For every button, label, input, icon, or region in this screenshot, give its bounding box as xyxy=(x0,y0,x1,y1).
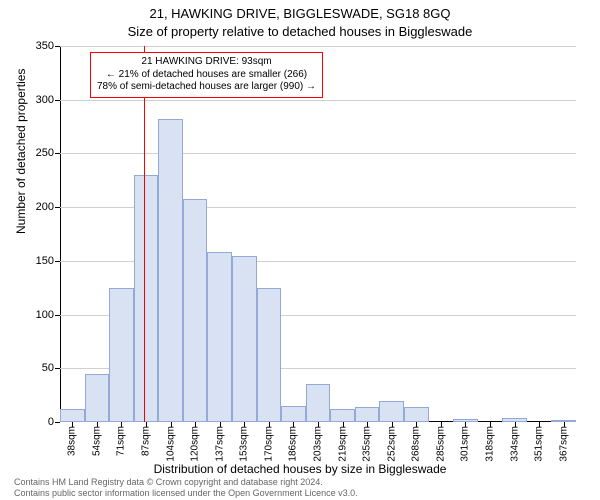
annotation-line1: 21 HAWKING DRIVE: 93sqm xyxy=(97,56,316,69)
y-tick-label: 100 xyxy=(36,309,54,321)
y-tick-mark xyxy=(55,261,60,262)
histogram-bar xyxy=(404,407,429,422)
histogram-bar xyxy=(355,407,380,422)
grid-line xyxy=(60,46,576,47)
x-tick-label: 235sqm xyxy=(362,426,373,462)
chart-title-line2: Size of property relative to detached ho… xyxy=(0,24,600,39)
x-tick-label: 301sqm xyxy=(460,426,471,462)
x-tick-label: 334sqm xyxy=(509,426,520,462)
x-tick-label: 137sqm xyxy=(214,426,225,462)
histogram-bar xyxy=(306,384,331,422)
y-tick-mark xyxy=(55,46,60,47)
histogram-bar xyxy=(85,374,110,422)
x-tick-label: 153sqm xyxy=(239,426,250,462)
y-axis-line xyxy=(60,46,61,422)
y-tick-mark xyxy=(55,315,60,316)
x-tick-label: 120sqm xyxy=(190,426,201,462)
y-tick-label: 300 xyxy=(36,94,54,106)
histogram-bar xyxy=(183,199,208,422)
x-tick-label: 351sqm xyxy=(534,426,545,462)
x-tick-label: 367sqm xyxy=(558,426,569,462)
x-tick-label: 285sqm xyxy=(435,426,446,462)
chart-title-line1: 21, HAWKING DRIVE, BIGGLESWADE, SG18 8GQ xyxy=(0,6,600,21)
x-tick-label: 87sqm xyxy=(141,426,152,456)
y-tick-mark xyxy=(55,207,60,208)
histogram-bar xyxy=(60,409,85,422)
x-tick-label: 170sqm xyxy=(263,426,274,462)
histogram-bar xyxy=(232,256,257,423)
grid-line xyxy=(60,100,576,101)
y-tick-label: 350 xyxy=(36,40,54,52)
plot-area: 05010015020025030035038sqm54sqm71sqm87sq… xyxy=(60,46,576,422)
x-tick-label: 54sqm xyxy=(91,426,102,456)
x-tick-label: 219sqm xyxy=(337,426,348,462)
histogram-bar xyxy=(257,288,282,422)
histogram-bar xyxy=(379,401,404,422)
x-tick-label: 203sqm xyxy=(313,426,324,462)
annotation-box: 21 HAWKING DRIVE: 93sqm← 21% of detached… xyxy=(90,52,323,98)
x-tick-label: 71sqm xyxy=(116,426,127,456)
histogram-bar xyxy=(109,288,134,422)
y-tick-label: 200 xyxy=(36,201,54,213)
x-tick-label: 186sqm xyxy=(288,426,299,462)
histogram-bar xyxy=(158,119,183,422)
y-tick-mark xyxy=(55,368,60,369)
y-tick-label: 0 xyxy=(48,416,54,428)
footer-line2: Contains public sector information licen… xyxy=(14,488,358,498)
y-tick-label: 150 xyxy=(36,255,54,267)
histogram-bar xyxy=(134,175,159,422)
chart-container: 21, HAWKING DRIVE, BIGGLESWADE, SG18 8GQ… xyxy=(0,0,600,500)
annotation-line2: ← 21% of detached houses are smaller (26… xyxy=(97,69,316,82)
x-axis-title: Distribution of detached houses by size … xyxy=(0,462,600,476)
y-tick-mark xyxy=(55,422,60,423)
histogram-bar xyxy=(330,409,355,422)
annotation-line3: 78% of semi-detached houses are larger (… xyxy=(97,81,316,94)
y-tick-label: 250 xyxy=(36,147,54,159)
x-tick-label: 104sqm xyxy=(165,426,176,462)
marker-line xyxy=(144,46,145,422)
x-tick-label: 252sqm xyxy=(386,426,397,462)
y-tick-label: 50 xyxy=(42,362,54,374)
x-tick-label: 318sqm xyxy=(485,426,496,462)
y-tick-mark xyxy=(55,100,60,101)
x-tick-label: 268sqm xyxy=(411,426,422,462)
y-tick-mark xyxy=(55,153,60,154)
footer-line1: Contains HM Land Registry data © Crown c… xyxy=(14,477,358,487)
footer: Contains HM Land Registry data © Crown c… xyxy=(14,477,358,498)
y-axis-title: Number of detached properties xyxy=(14,69,28,234)
histogram-bar xyxy=(207,252,232,422)
x-tick-label: 38sqm xyxy=(67,426,78,456)
histogram-bar xyxy=(281,406,306,422)
grid-line xyxy=(60,153,576,154)
